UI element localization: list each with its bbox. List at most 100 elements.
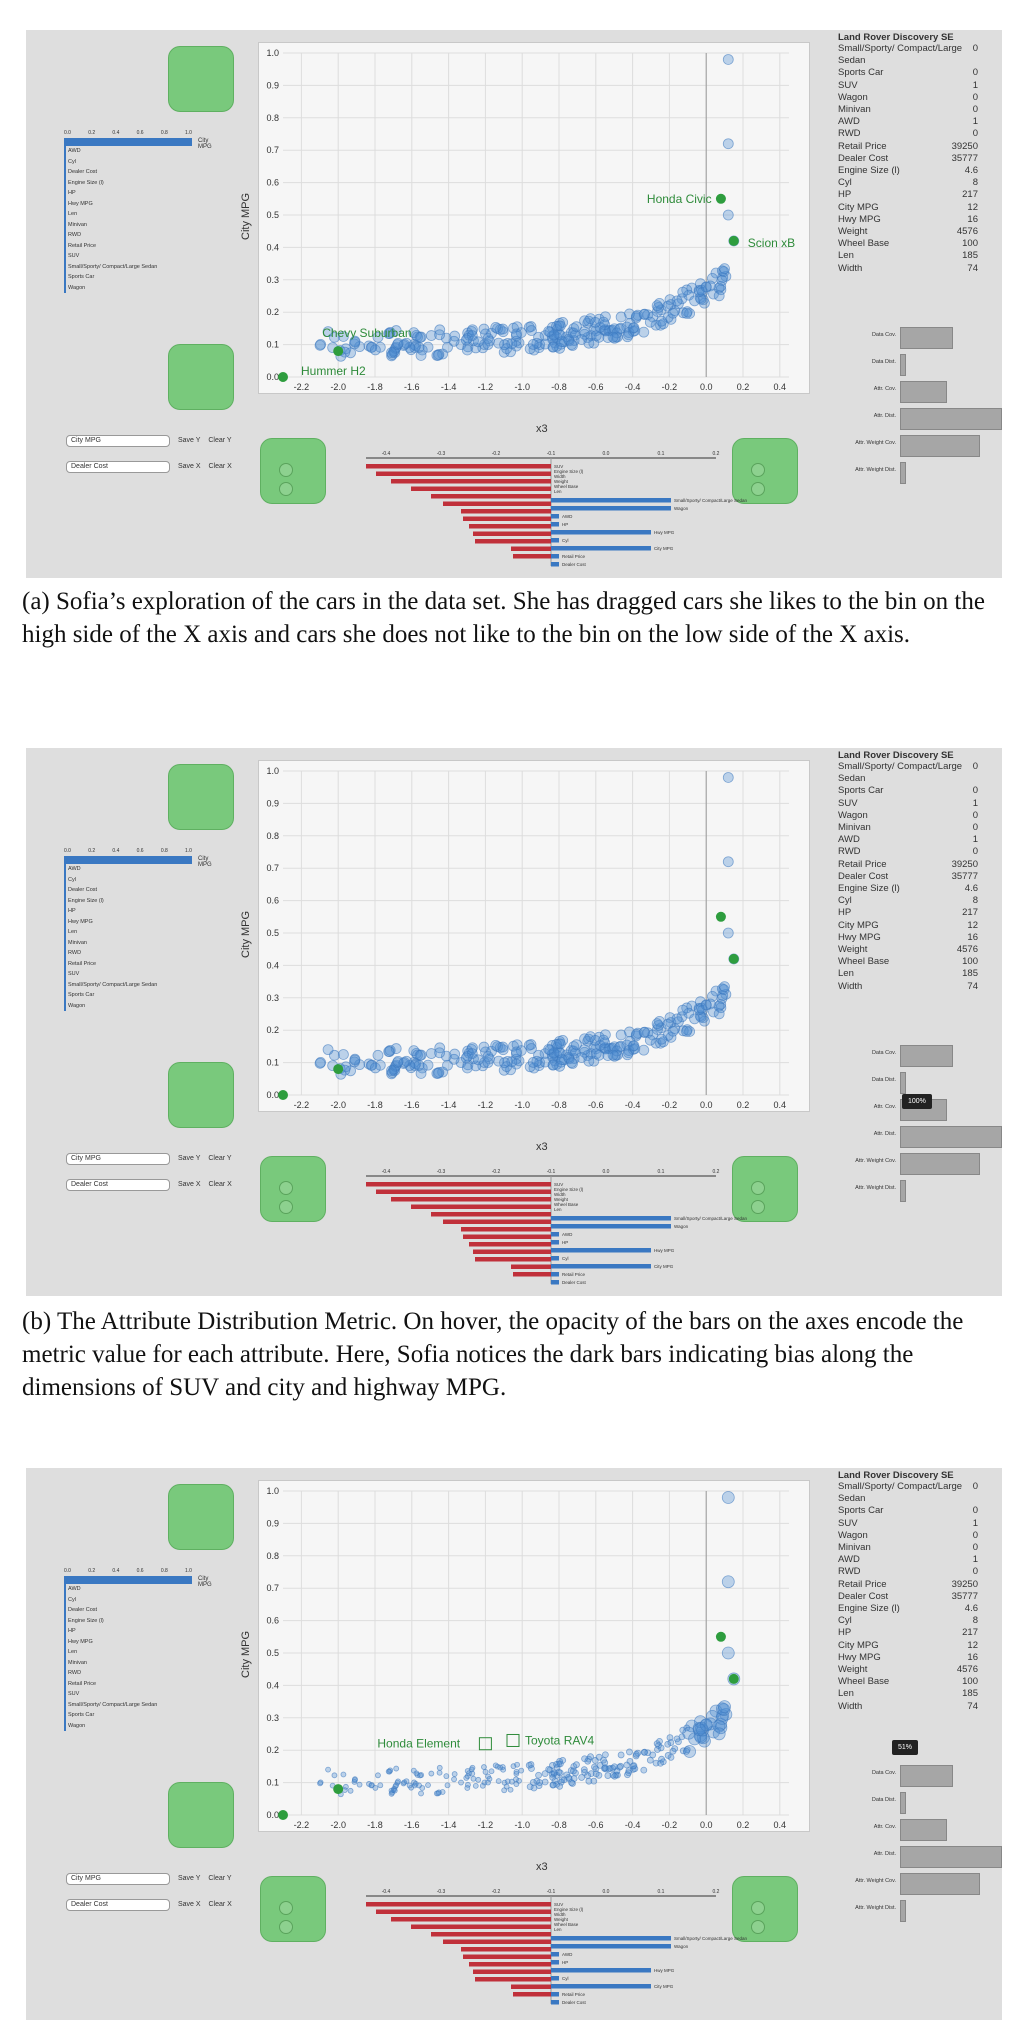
metric-bar[interactable] (900, 1765, 953, 1787)
data-point[interactable] (483, 333, 493, 343)
data-point[interactable] (515, 1762, 520, 1767)
positive-weight-bar[interactable] (551, 1264, 651, 1269)
positive-weight-bar[interactable] (551, 1936, 671, 1941)
data-point[interactable] (462, 1063, 472, 1073)
data-point[interactable] (411, 1768, 416, 1773)
data-point[interactable] (498, 1042, 508, 1052)
x-attribute-select[interactable]: Dealer Cost (66, 1899, 170, 1911)
data-point[interactable] (624, 1772, 630, 1778)
data-point[interactable] (557, 337, 567, 347)
positive-weight-bar[interactable] (551, 1256, 559, 1261)
attribute-item[interactable]: Minivan (64, 1658, 234, 1669)
attribute-bar-city-mpg[interactable]: City MPG (64, 856, 192, 864)
data-point[interactable] (452, 1777, 457, 1782)
positive-weight-bar[interactable] (551, 554, 559, 559)
attribute-item[interactable]: Wagon (64, 1001, 234, 1012)
data-point[interactable] (641, 1749, 647, 1755)
attribute-item[interactable]: Sports Car (64, 272, 234, 283)
bin-y-high[interactable] (168, 764, 234, 830)
data-point[interactable] (536, 1772, 542, 1778)
data-point[interactable] (546, 1766, 552, 1772)
attribute-bar-city-mpg[interactable]: City MPG (64, 1576, 192, 1584)
negative-weight-bar[interactable] (461, 1947, 551, 1952)
negative-weight-bar[interactable] (475, 1977, 551, 1982)
positive-weight-bar[interactable] (551, 498, 671, 503)
negative-weight-bar[interactable] (376, 1910, 551, 1915)
data-point[interactable] (315, 1058, 325, 1068)
data-point[interactable] (616, 1041, 626, 1051)
attribute-item[interactable]: Cyl (64, 875, 234, 886)
positive-weight-bar[interactable] (551, 538, 559, 543)
positive-weight-bar[interactable] (551, 1240, 559, 1245)
data-point[interactable] (370, 1063, 380, 1073)
negative-weight-bar[interactable] (391, 1197, 551, 1202)
negative-weight-bar[interactable] (463, 1235, 551, 1240)
data-point[interactable] (624, 1762, 630, 1768)
data-point[interactable] (414, 342, 424, 352)
negative-weight-bar[interactable] (461, 509, 551, 514)
negative-weight-bar[interactable] (376, 1190, 551, 1195)
clear-y-button[interactable]: Clear Y (208, 1875, 231, 1882)
attribute-item[interactable]: Retail Price (64, 1679, 234, 1690)
data-point[interactable] (315, 340, 325, 350)
positive-weight-bar[interactable] (551, 1952, 559, 1957)
data-point[interactable] (555, 1039, 565, 1049)
metric-row[interactable]: Attr. Cov. (826, 1816, 1006, 1843)
data-point[interactable] (579, 1774, 585, 1780)
attribute-item[interactable]: Minivan (64, 938, 234, 949)
data-point[interactable] (601, 1757, 607, 1763)
data-point[interactable] (608, 332, 618, 342)
data-point[interactable] (610, 1772, 616, 1778)
data-point[interactable] (485, 1780, 490, 1785)
negative-weight-bar[interactable] (469, 1962, 551, 1967)
attribute-item[interactable]: SUV (64, 251, 234, 262)
data-point[interactable] (647, 1757, 653, 1763)
negative-weight-bar[interactable] (391, 479, 551, 484)
bin-x-low[interactable] (260, 1876, 326, 1942)
data-point[interactable] (639, 309, 649, 319)
data-point[interactable] (723, 139, 733, 149)
attribute-item[interactable]: Retail Price (64, 959, 234, 970)
attribute-item[interactable]: HP (64, 906, 234, 917)
data-point[interactable] (514, 1769, 519, 1774)
data-point[interactable] (557, 1055, 567, 1065)
negative-weight-bar[interactable] (475, 539, 551, 544)
attribute-item[interactable]: Hwy MPG (64, 917, 234, 928)
data-point[interactable] (654, 1741, 660, 1747)
data-point[interactable] (652, 1019, 662, 1029)
binned-data-point[interactable] (333, 1784, 343, 1794)
positive-weight-bar[interactable] (551, 1280, 559, 1285)
data-point[interactable] (616, 312, 626, 322)
metric-bar[interactable] (900, 1126, 1002, 1148)
attribute-bar-city-mpg[interactable]: City MPG (64, 138, 192, 146)
attribute-item[interactable]: Sports Car (64, 990, 234, 1001)
data-point[interactable] (496, 1779, 501, 1784)
data-point[interactable] (470, 1771, 475, 1776)
data-point[interactable] (462, 345, 472, 355)
bin-x-low[interactable] (260, 438, 326, 504)
data-point[interactable] (483, 1051, 493, 1061)
data-point[interactable] (722, 1491, 734, 1503)
data-point[interactable] (509, 1779, 514, 1784)
metric-bar[interactable] (900, 435, 980, 457)
data-point[interactable] (616, 323, 626, 333)
negative-weight-bar[interactable] (376, 472, 551, 477)
metric-bar[interactable] (900, 462, 906, 484)
metric-bar[interactable] (900, 354, 906, 376)
metric-row[interactable]: Attr. Weight Cov. (826, 1150, 1006, 1177)
attribute-item[interactable]: Dealer Cost (64, 1605, 234, 1616)
data-point[interactable] (393, 1056, 403, 1066)
clear-y-button[interactable]: Clear Y (208, 1155, 231, 1162)
data-point[interactable] (591, 331, 601, 341)
binned-data-point[interactable] (278, 1810, 288, 1820)
save-x-button[interactable]: Save X (178, 1181, 201, 1188)
data-point[interactable] (498, 324, 508, 334)
attribute-item[interactable]: RWD (64, 230, 234, 241)
data-point[interactable] (445, 1783, 450, 1788)
data-point[interactable] (419, 1791, 424, 1796)
data-point[interactable] (719, 1701, 731, 1713)
positive-weight-bar[interactable] (551, 522, 559, 527)
data-point[interactable] (585, 1773, 591, 1779)
data-point[interactable] (465, 1785, 470, 1790)
